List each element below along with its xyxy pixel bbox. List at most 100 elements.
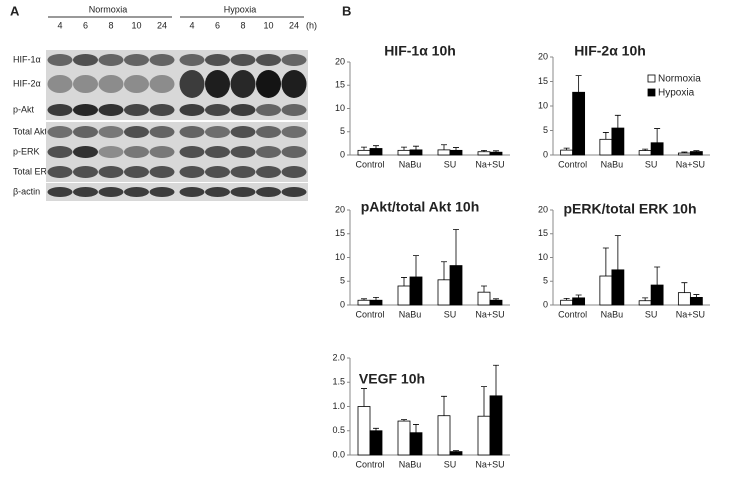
blot-band [230,126,256,138]
blot-band [281,104,307,116]
blot-band [73,146,98,158]
row-label: p-ERK [13,146,40,156]
bar [409,276,423,306]
blot-band [256,104,281,116]
error-bar [453,147,459,151]
x-tick-label: Control [558,309,587,319]
error-bar [401,277,407,286]
legend-label: Hypoxia [658,88,695,99]
blot-band [256,70,281,98]
error-bar [441,144,447,150]
x-tick-label: NaBu [601,309,624,319]
y-tick-label: 15 [335,228,345,238]
y-tick-label: 0.5 [332,425,345,435]
x-tick-label: Control [355,309,384,319]
y-tick-label: 20 [335,56,345,66]
y-tick-label: 20 [538,51,548,61]
blot-band [73,126,98,138]
error-bar [453,229,459,266]
bar [369,430,383,456]
x-tick-label: NaBu [601,159,624,169]
error-bar [602,132,609,140]
blot-band [73,166,98,178]
blot-band [179,146,205,158]
blot-band [230,70,256,98]
x-tick-label: Control [558,159,587,169]
error-bar [654,266,661,286]
blot-band [98,126,124,138]
blot-band [281,166,307,178]
bar [437,149,451,156]
error-bar [413,424,419,433]
blot-band [256,166,281,178]
blot-band [124,187,149,197]
y-tick-label: 0 [543,149,548,159]
bar [611,269,625,306]
error-bar [575,294,582,298]
bar [572,297,586,306]
blot-band [124,146,149,158]
x-tick-label: Na+SU [475,309,504,319]
row-label: Total Akt [13,126,48,136]
unit-label: (h) [306,20,317,30]
bar [650,284,664,306]
x-tick-label: Control [355,459,384,469]
blot-band [73,104,98,116]
blot-band [73,54,98,66]
bar [409,149,423,156]
blot-band [281,70,307,98]
y-tick-label: 15 [538,76,548,86]
y-tick-label: 5 [340,126,345,136]
blot-band [47,166,73,178]
blot-band [205,104,230,116]
bar [489,151,503,156]
error-bar [441,395,447,416]
x-tick-label: Na+SU [676,309,705,319]
bar [409,432,423,456]
blot-band [281,146,307,158]
blot-band [205,54,230,66]
error-bar [614,114,621,129]
error-bar [575,75,582,93]
error-bar [361,298,367,301]
y-tick-label: 1.5 [332,377,345,387]
error-bar [373,145,379,149]
error-bar [413,145,419,150]
error-bar [614,235,621,270]
bar [449,265,463,306]
row-label: Total ERK [13,166,53,176]
y-tick-label: 0.0 [332,449,345,459]
blot-band [149,166,175,178]
error-bar [693,294,700,298]
blot-band [47,75,73,93]
bar [689,296,703,306]
y-tick-label: 20 [335,204,345,214]
bar [369,299,383,306]
blot-band [149,187,175,197]
bar [489,395,503,456]
error-bar [481,285,487,293]
blot-band [179,104,205,116]
error-bar [654,128,661,143]
error-bar [681,151,688,154]
blot-band [73,187,98,197]
y-tick-label: 15 [335,80,345,90]
blot-band [124,75,149,93]
error-bar [401,419,407,422]
x-tick-label: Na+SU [676,159,705,169]
lane-label: 4 [189,20,194,30]
error-bar [602,247,609,277]
chart-title: pAkt/total Akt 10h [361,199,480,215]
x-tick-label: SU [645,309,658,319]
blot-band [230,146,256,158]
bar [650,142,664,156]
chart-title: VEGF 10h [359,371,425,387]
x-tick-label: SU [444,159,457,169]
blot-band [47,104,73,116]
error-bar [693,150,700,152]
blot-band [179,166,205,178]
y-tick-label: 10 [335,103,345,113]
x-tick-label: SU [444,309,457,319]
legend-swatch [647,74,656,83]
bar [369,148,383,156]
